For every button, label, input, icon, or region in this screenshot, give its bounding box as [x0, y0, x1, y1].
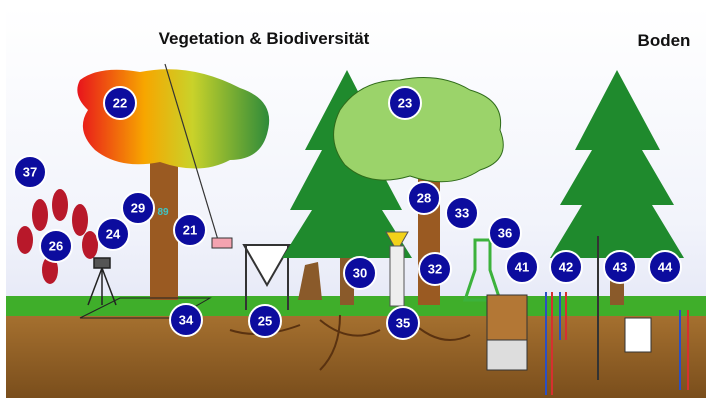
marker-label: 30	[353, 266, 367, 281]
marker[interactable]: 24	[97, 218, 129, 250]
marker-label: 21	[183, 223, 197, 238]
marker-label: 22	[113, 96, 127, 111]
scene: Vegetation & Biodiversität Boden 89 37 22…	[0, 0, 706, 401]
marker[interactable]: 32	[419, 253, 451, 285]
marker-label: 26	[49, 239, 63, 254]
marker-label: 28	[417, 191, 431, 206]
lysimeter	[625, 318, 651, 352]
rain-gauge-tube	[390, 246, 404, 306]
marker[interactable]: 23	[389, 87, 421, 119]
marker-label: 44	[658, 260, 673, 275]
marker[interactable]: 43	[604, 251, 636, 283]
marker-label: 37	[23, 165, 37, 180]
marker-label: 35	[396, 316, 410, 331]
grass	[6, 296, 706, 316]
marker[interactable]: 36	[489, 217, 521, 249]
soil-profile-base	[487, 340, 527, 370]
marker-label: 36	[498, 226, 512, 241]
marker[interactable]: 30	[344, 257, 376, 289]
marker[interactable]: 44	[649, 251, 681, 283]
marker-label: 24	[106, 227, 121, 242]
marker[interactable]: 37	[14, 156, 46, 188]
marker-label: 33	[455, 206, 469, 221]
annotation: 89	[157, 207, 169, 218]
marker-label: 29	[131, 201, 145, 216]
marker[interactable]: 41	[506, 251, 538, 283]
soil	[6, 316, 706, 398]
marker[interactable]: 33	[446, 197, 478, 229]
marker-label: 32	[428, 262, 442, 277]
marker-label: 34	[179, 313, 194, 328]
marker-label: 23	[398, 96, 412, 111]
marker[interactable]: 25	[249, 305, 281, 337]
marker-label: 41	[515, 260, 529, 275]
marker[interactable]: 42	[550, 251, 582, 283]
marker[interactable]: 28	[408, 182, 440, 214]
marker-label: 43	[613, 260, 627, 275]
marker[interactable]: 29	[122, 192, 154, 224]
heading: Vegetation & Biodiversität	[159, 29, 370, 48]
marker-label: 25	[258, 314, 272, 329]
marker-label: 42	[559, 260, 573, 275]
marker[interactable]: 22	[104, 87, 136, 119]
tag	[212, 238, 232, 248]
marker[interactable]: 35	[387, 307, 419, 339]
marker[interactable]: 26	[40, 230, 72, 262]
marker[interactable]: 21	[174, 214, 206, 246]
heading: Boden	[638, 31, 691, 50]
marker[interactable]: 34	[170, 304, 202, 336]
